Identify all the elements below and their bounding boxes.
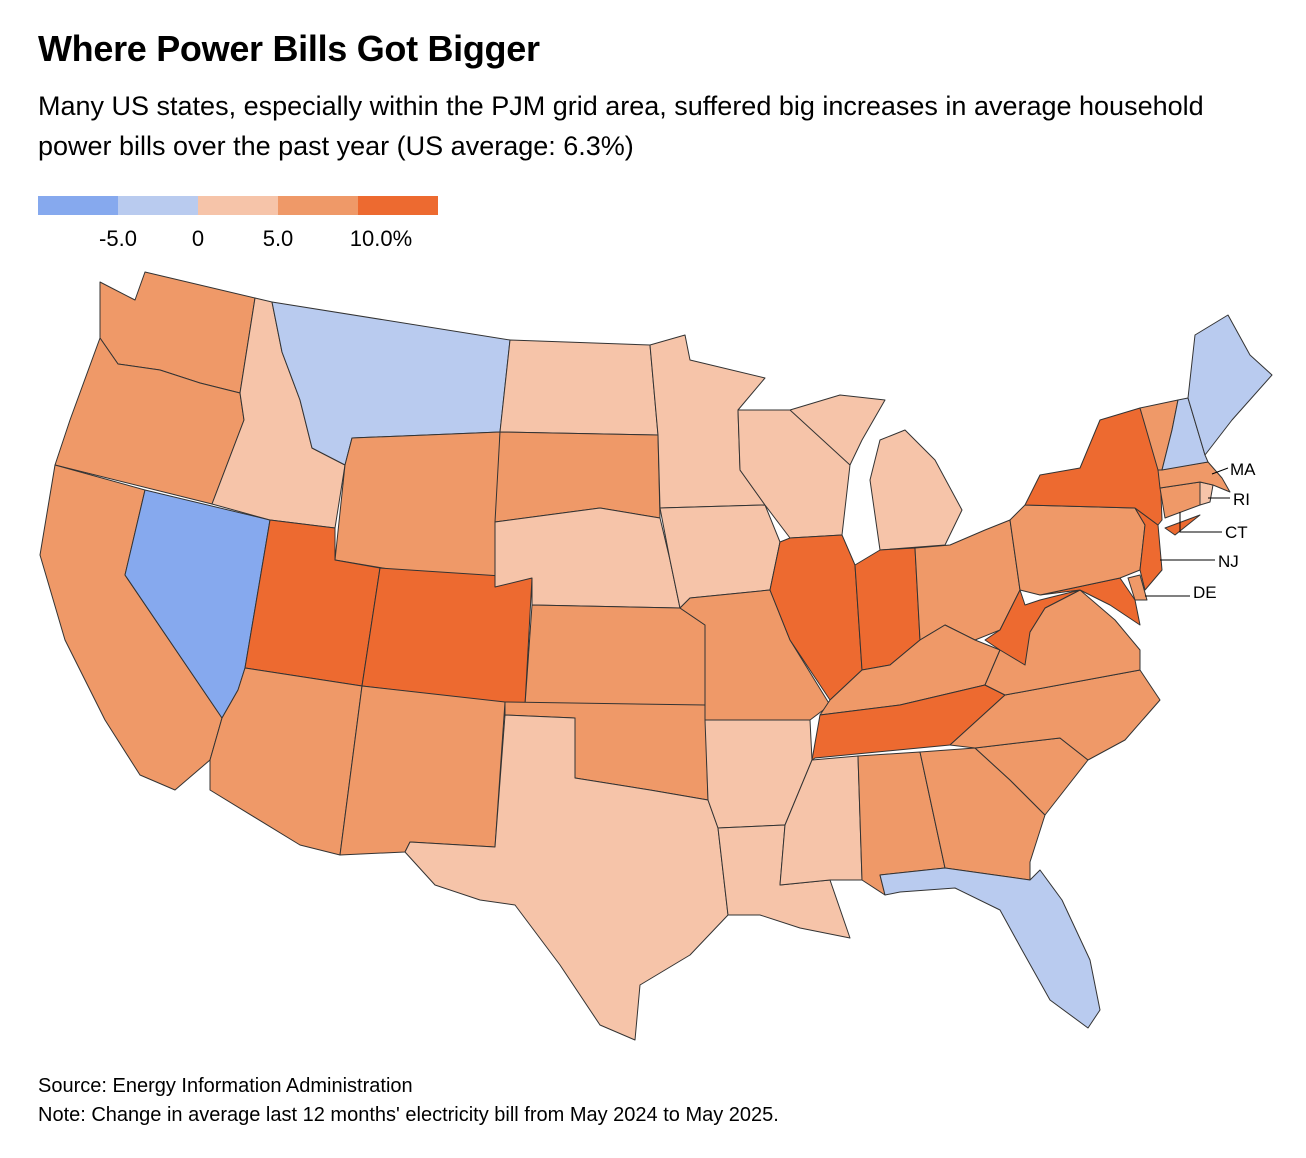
state-MI bbox=[789, 394, 963, 551]
label-DE: DE bbox=[1193, 583, 1217, 602]
state-FL bbox=[879, 867, 1101, 1029]
state-CO bbox=[361, 567, 533, 706]
legend-tick-10: 10.0% bbox=[349, 226, 413, 251]
source-text: Source: Energy Information Administratio… bbox=[38, 1075, 413, 1097]
chart-subtitle: Many US states, especially within the PJ… bbox=[38, 91, 1204, 161]
footer: Source: Energy Information Administratio… bbox=[38, 1072, 779, 1130]
chart-title: Where Power Bills Got Bigger bbox=[38, 28, 540, 69]
state-SD bbox=[494, 431, 661, 523]
state-TX bbox=[404, 714, 729, 1041]
legend-swatch-2 bbox=[118, 196, 198, 215]
state-ND bbox=[499, 339, 659, 436]
legend-swatch-4 bbox=[278, 196, 358, 215]
state-NM bbox=[339, 685, 506, 856]
state-PA bbox=[1009, 504, 1146, 596]
state-KS bbox=[524, 604, 706, 706]
legend-tick-minus5: -5.0 bbox=[99, 226, 137, 251]
legend-tick-5: 5.0 bbox=[262, 226, 294, 251]
color-legend: -5.0 0 5.0 10.0% bbox=[38, 196, 438, 256]
label-NJ: NJ bbox=[1218, 552, 1239, 571]
state-WY bbox=[334, 431, 501, 588]
legend-tick-0: 0 bbox=[191, 226, 205, 251]
state-WV bbox=[984, 589, 1081, 666]
state-MA bbox=[1157, 461, 1231, 493]
leader-CT bbox=[1179, 512, 1222, 533]
label-RI: RI bbox=[1233, 490, 1250, 509]
label-MA: MA bbox=[1230, 460, 1256, 479]
state-RI bbox=[1199, 481, 1214, 506]
state-DE bbox=[1127, 574, 1148, 601]
legend-swatch-1 bbox=[38, 196, 118, 215]
leader-MA bbox=[1211, 467, 1229, 475]
legend-swatch-5 bbox=[358, 196, 438, 215]
label-CT: CT bbox=[1225, 523, 1248, 542]
note-text: Note: Change in average last 12 months' … bbox=[38, 1104, 779, 1126]
legend-swatch-3 bbox=[198, 196, 278, 215]
state-ME bbox=[1187, 314, 1273, 456]
